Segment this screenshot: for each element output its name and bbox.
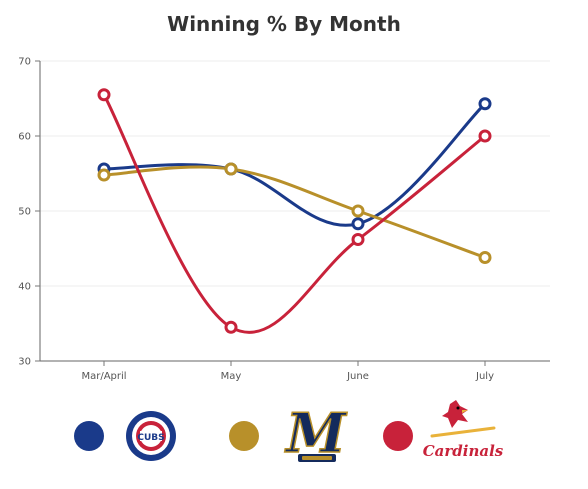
series-points xyxy=(97,88,492,334)
x-tick-label: May xyxy=(221,371,242,382)
data-point-brewers[interactable] xyxy=(478,251,492,264)
line-chart: 30 40 50 60 70 Mar/April May June July xyxy=(18,57,550,382)
data-point-cubs[interactable] xyxy=(478,97,492,111)
series-line-cardinals xyxy=(102,94,486,334)
y-axis-ticks: 30 40 50 60 70 xyxy=(18,57,40,368)
y-tick-label: 50 xyxy=(18,207,31,218)
legend-swatch-cardinals[interactable] xyxy=(383,421,413,451)
legend-swatch-brewers[interactable] xyxy=(229,421,259,451)
cardinals-logo-icon: Cardinals xyxy=(423,400,504,460)
data-point-cardinals[interactable] xyxy=(478,129,492,143)
data-point-brewers[interactable] xyxy=(97,168,111,182)
cubs-logo-icon: CUBS xyxy=(126,411,176,461)
series-line-cubs xyxy=(103,102,487,227)
x-tick-label: July xyxy=(475,371,494,382)
data-point-cardinals[interactable] xyxy=(97,88,111,102)
y-tick-label: 60 xyxy=(18,132,31,143)
y-tick-label: 30 xyxy=(18,357,31,368)
data-point-cardinals[interactable] xyxy=(351,233,365,246)
brewers-logo-icon: M xyxy=(283,400,349,466)
chart-title: Winning % By Month xyxy=(167,12,401,36)
legend: CUBS M Cardinals xyxy=(0,392,588,472)
legend-swatch-cubs[interactable] xyxy=(74,421,104,451)
data-point-cubs[interactable] xyxy=(351,217,365,231)
cubs-logo-text: CUBS xyxy=(137,433,164,443)
data-point-cardinals[interactable] xyxy=(224,320,238,334)
cardinals-logo-text: Cardinals xyxy=(423,442,504,460)
grid-lines xyxy=(40,60,550,287)
y-tick-label: 40 xyxy=(18,282,31,293)
data-point-brewers[interactable] xyxy=(224,162,238,176)
series-lines xyxy=(102,94,487,334)
brewers-logo-text: M xyxy=(284,401,348,465)
data-point-brewers[interactable] xyxy=(351,204,365,218)
series-line-brewers xyxy=(103,165,486,259)
x-tick-label: June xyxy=(346,371,369,382)
y-tick-label: 70 xyxy=(18,57,31,68)
x-tick-label: Mar/April xyxy=(81,371,126,382)
x-axis-ticks: Mar/April May June July xyxy=(81,361,494,382)
